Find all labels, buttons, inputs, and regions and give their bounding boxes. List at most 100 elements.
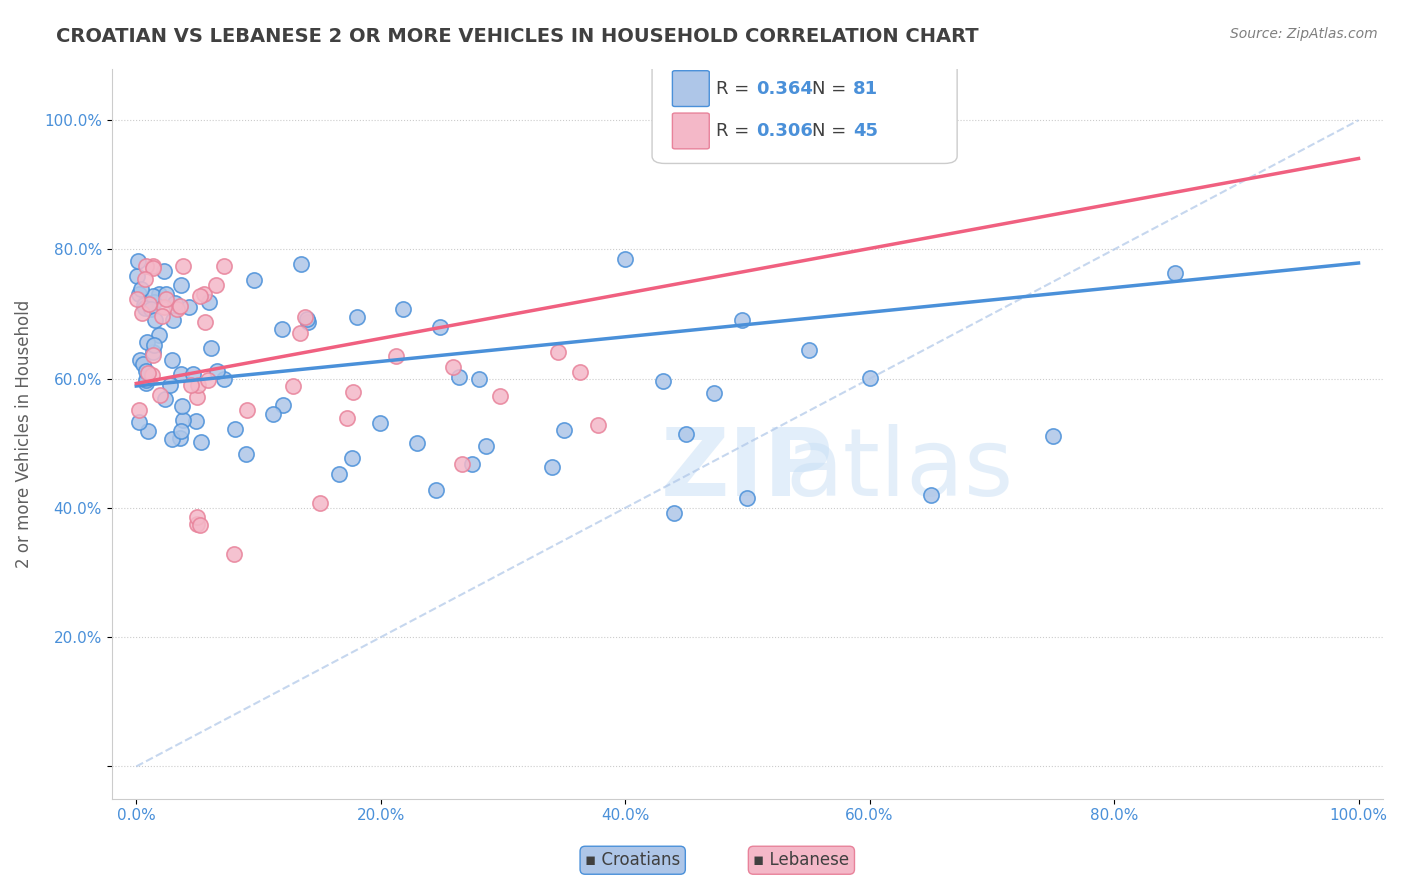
Point bbox=[569, 365, 592, 379]
Point bbox=[186, 414, 208, 428]
Point bbox=[553, 423, 575, 437]
Point bbox=[340, 450, 363, 465]
Point bbox=[703, 385, 725, 400]
Point bbox=[128, 416, 150, 430]
Point bbox=[134, 295, 156, 310]
Point bbox=[142, 289, 165, 303]
Point bbox=[134, 271, 156, 285]
Point bbox=[142, 260, 165, 275]
Point bbox=[193, 286, 215, 301]
Point bbox=[308, 495, 330, 509]
Point bbox=[142, 259, 165, 273]
Point bbox=[342, 384, 364, 399]
Point bbox=[136, 366, 159, 380]
Point bbox=[160, 433, 183, 447]
Point bbox=[586, 418, 609, 433]
Text: ▪ Lebanese: ▪ Lebanese bbox=[754, 851, 849, 869]
Point bbox=[737, 491, 759, 506]
Point bbox=[242, 273, 264, 287]
Text: R =: R = bbox=[716, 122, 755, 140]
Point bbox=[169, 431, 191, 445]
Point bbox=[169, 299, 191, 313]
Text: 81: 81 bbox=[853, 80, 877, 98]
Point bbox=[270, 322, 292, 336]
Point bbox=[368, 416, 391, 430]
Point bbox=[441, 360, 464, 375]
Point bbox=[143, 313, 166, 327]
Point bbox=[461, 457, 484, 471]
Point bbox=[475, 439, 498, 453]
Point bbox=[128, 353, 150, 368]
Point bbox=[235, 447, 257, 461]
Point bbox=[134, 301, 156, 316]
Point bbox=[138, 297, 160, 311]
Point bbox=[166, 301, 188, 316]
Point bbox=[188, 289, 211, 303]
Point bbox=[186, 516, 208, 531]
Point bbox=[135, 373, 157, 387]
Point bbox=[170, 399, 193, 413]
Point bbox=[155, 286, 177, 301]
Point bbox=[134, 299, 156, 313]
Point bbox=[675, 427, 697, 442]
Point bbox=[467, 372, 489, 386]
Point bbox=[297, 316, 319, 330]
Point bbox=[425, 483, 447, 497]
Point bbox=[127, 253, 149, 268]
Point bbox=[197, 373, 219, 387]
Point bbox=[205, 278, 228, 293]
Point bbox=[731, 313, 754, 327]
Point bbox=[159, 378, 181, 392]
Point bbox=[136, 334, 159, 349]
Point bbox=[136, 424, 159, 438]
Point bbox=[135, 364, 157, 378]
Point bbox=[262, 407, 284, 421]
Point bbox=[129, 282, 152, 296]
Point bbox=[180, 378, 202, 392]
Point bbox=[281, 379, 304, 393]
Point bbox=[135, 259, 157, 273]
Point bbox=[205, 364, 228, 378]
Point bbox=[141, 368, 163, 382]
Point bbox=[188, 517, 211, 532]
Point bbox=[1042, 429, 1064, 443]
Y-axis label: 2 or more Vehicles in Household: 2 or more Vehicles in Household bbox=[15, 300, 32, 568]
FancyBboxPatch shape bbox=[672, 70, 709, 106]
Point bbox=[190, 435, 212, 450]
Text: Source: ZipAtlas.com: Source: ZipAtlas.com bbox=[1230, 27, 1378, 41]
Point bbox=[153, 301, 176, 315]
Point bbox=[172, 259, 194, 273]
Point bbox=[797, 343, 820, 358]
Point bbox=[328, 467, 350, 482]
Point bbox=[181, 367, 204, 381]
Text: ZIP: ZIP bbox=[661, 425, 834, 516]
FancyBboxPatch shape bbox=[652, 54, 957, 163]
Text: N =: N = bbox=[813, 80, 852, 98]
Point bbox=[295, 312, 318, 326]
Point bbox=[346, 310, 368, 324]
Point bbox=[150, 309, 173, 323]
Point bbox=[392, 301, 415, 316]
Point bbox=[614, 252, 637, 267]
Point bbox=[128, 286, 150, 301]
Point bbox=[540, 460, 562, 475]
Point bbox=[222, 547, 245, 561]
Point bbox=[186, 391, 208, 405]
Point bbox=[212, 259, 235, 273]
Point bbox=[127, 268, 149, 283]
Point bbox=[489, 389, 512, 403]
Point bbox=[135, 376, 157, 390]
Point bbox=[163, 295, 186, 310]
Point bbox=[859, 371, 882, 385]
Text: atlas: atlas bbox=[786, 425, 1014, 516]
Point bbox=[132, 298, 155, 312]
Point bbox=[273, 398, 295, 412]
Point bbox=[547, 344, 569, 359]
Point bbox=[451, 457, 474, 471]
Text: R =: R = bbox=[716, 80, 755, 98]
Point bbox=[142, 348, 165, 362]
FancyBboxPatch shape bbox=[672, 113, 709, 149]
Point bbox=[170, 367, 193, 381]
Point bbox=[170, 425, 193, 439]
Point bbox=[162, 312, 184, 326]
